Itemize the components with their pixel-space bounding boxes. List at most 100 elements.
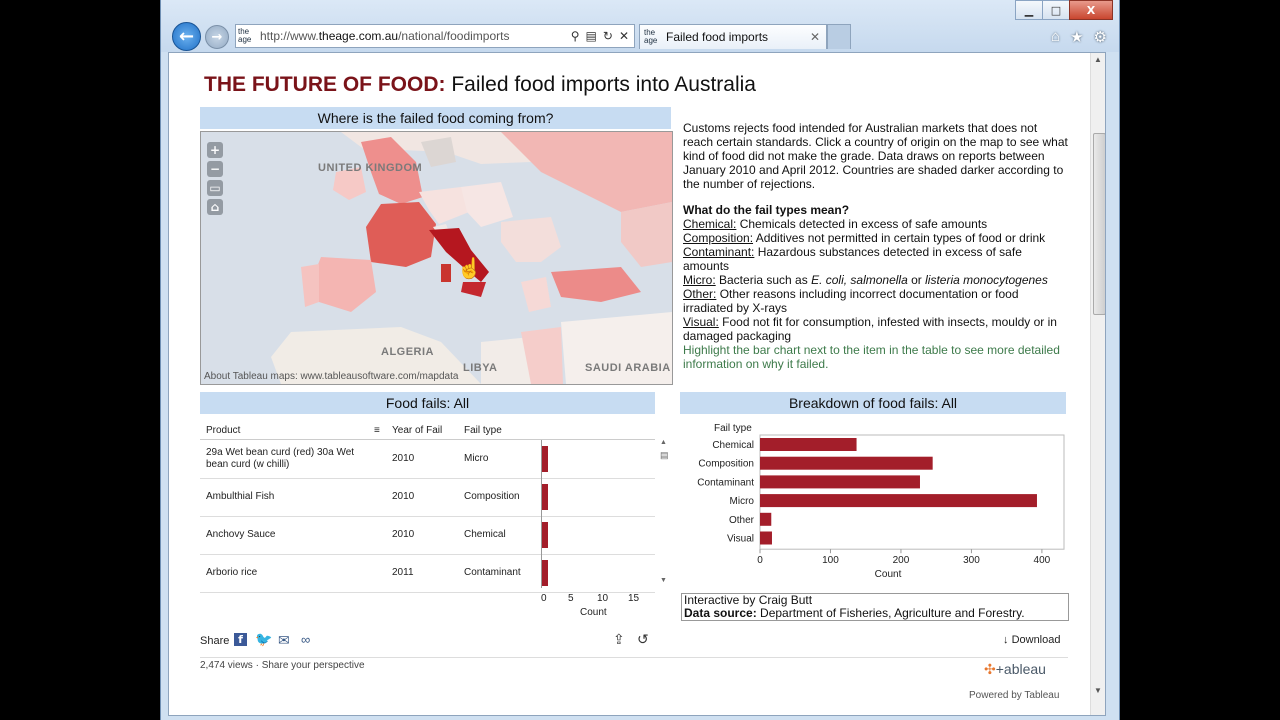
zoom-in-icon[interactable]: + <box>207 142 223 158</box>
scroll-down-icon[interactable]: ▼ <box>1094 686 1102 695</box>
count-tick: 0 <box>541 593 547 604</box>
table-rows: 29a Wet bean curd (red) 30a Wet bean cur… <box>200 439 655 593</box>
revert-icon[interactable]: ↺ <box>637 631 649 647</box>
breakdown-chart-svg: Fail type Chemical Composition Contaminant M… <box>697 423 1065 580</box>
map-label-saudi-arabia: SAUDI ARABIA <box>585 362 671 374</box>
share-label: Share <box>200 635 230 647</box>
col-fail-type[interactable]: Fail type <box>464 425 502 436</box>
intro-text: Customs rejects food intended for Austra… <box>683 121 1068 191</box>
new-tab-button[interactable] <box>827 24 851 49</box>
reset-map-home-icon[interactable]: ⌂ <box>207 199 223 215</box>
map-attribution-link[interactable]: About Tableau maps: www.tableausoftware.… <box>204 371 459 382</box>
count-bar[interactable] <box>542 522 548 548</box>
category-label: Contaminant <box>697 477 754 488</box>
table-row[interactable]: 29a Wet bean curd (red) 30a Wet bean cur… <box>200 440 655 479</box>
page-scrollbar[interactable]: ▲ ▼ <box>1090 53 1105 715</box>
address-url[interactable]: http://www.theage.com.au/national/foodim… <box>260 29 510 43</box>
category-label: Chemical <box>712 440 754 451</box>
site-favicon: the age <box>238 27 252 44</box>
count-tick: 15 <box>628 593 640 604</box>
refresh-icon[interactable]: ↻ <box>602 29 613 43</box>
tab-close-icon[interactable]: ✕ <box>809 30 820 44</box>
sort-icon[interactable]: ≡ <box>374 425 380 436</box>
count-tick: 5 <box>568 593 574 604</box>
table-row[interactable]: Anchovy Sauce 2010 Chemical <box>200 516 655 555</box>
search-icon[interactable]: ⚲ <box>570 29 580 43</box>
scrollbar-thumb[interactable] <box>1093 133 1105 315</box>
plot-frame <box>759 434 1065 550</box>
tab-title: Failed food imports <box>666 30 769 44</box>
count-axis: 0 5 10 15 Count <box>541 593 661 623</box>
x-tick-label: 200 <box>893 555 910 566</box>
count-bar[interactable] <box>542 484 548 510</box>
favorites-star-icon[interactable]: ★ <box>1070 29 1084 46</box>
description-panel: Customs rejects food intended for Austra… <box>683 121 1068 371</box>
table-row[interactable]: Arborio rice 2011 Contaminant <box>200 554 655 593</box>
forward-button[interactable]: → <box>205 25 229 49</box>
address-bar[interactable]: the age http://www.theage.com.au/nationa… <box>235 24 635 48</box>
share-perspective-link[interactable]: Share your perspective <box>261 660 365 671</box>
home-icon[interactable]: ⌂ <box>1051 28 1061 45</box>
twitter-icon[interactable]: 🐦 <box>255 631 273 647</box>
facebook-icon[interactable]: f <box>234 633 247 646</box>
minimize-button[interactable]: ▁ <box>1015 0 1043 20</box>
table-scrollbar[interactable]: ▲ ▤ ▼ <box>660 439 670 587</box>
scroll-up-icon[interactable]: ▲ <box>1094 55 1102 64</box>
back-arrow-icon: ← <box>178 26 195 47</box>
settings-gear-icon[interactable]: ⚙ <box>1093 29 1107 46</box>
bar-composition[interactable] <box>760 456 933 470</box>
share-toolbar: Share f 🐦 ✉ ∞ ⇪ ↺ ↓ Download <box>200 631 1068 655</box>
link-icon[interactable]: ∞ <box>301 632 311 647</box>
close-window-button[interactable]: X <box>1069 0 1113 20</box>
credit-source: Data source: Department of Fisheries, Ag… <box>684 606 1025 620</box>
stop-icon[interactable]: ✕ <box>618 29 629 43</box>
zoom-area-icon[interactable]: ▭ <box>207 180 223 196</box>
map-label-algeria: ALGERIA <box>381 346 434 358</box>
bar-micro[interactable] <box>760 494 1037 508</box>
count-bar[interactable] <box>542 446 548 472</box>
bar-visual[interactable] <box>760 531 772 545</box>
maximize-button[interactable]: □ <box>1042 0 1070 20</box>
col-product[interactable]: Product <box>206 425 241 436</box>
col-year[interactable]: Year of Fail <box>392 425 443 436</box>
category-label: Visual <box>727 534 754 545</box>
x-axis-title: Count <box>875 569 902 580</box>
back-button[interactable]: ← <box>172 22 201 51</box>
zoom-out-icon[interactable]: − <box>207 161 223 177</box>
compatibility-view-icon[interactable]: ▤ <box>585 29 597 43</box>
download-arrow-icon: ↓ <box>1003 634 1012 646</box>
powered-by-tableau[interactable]: Powered by Tableau <box>969 690 1060 701</box>
fail-type-other: Other: Other reasons including incorrect… <box>683 287 1019 315</box>
fail-type-chemical: Chemical: Chemicals detected in excess o… <box>683 217 988 231</box>
email-icon[interactable]: ✉ <box>278 632 290 648</box>
origin-map[interactable]: + − ▭ ⌂ UNITED KINGDOM ALGERIA LIBYA SAU… <box>200 131 673 385</box>
page-title: THE FUTURE OF FOOD: Failed food imports … <box>204 73 756 96</box>
map-shapes <box>201 132 672 384</box>
tableau-logo[interactable]: ✣+ableau <box>984 661 1046 677</box>
bar-other[interactable] <box>760 512 772 526</box>
browser-chrome: ▁ □ X ← → the age http://www.theage.com.… <box>161 0 1119 52</box>
map-header: Where is the failed food coming from? <box>200 107 671 129</box>
tab-failed-food-imports[interactable]: the age Failed food imports ✕ <box>639 24 827 49</box>
map-label-libya: LIBYA <box>463 362 498 374</box>
credit-author: Interactive by Craig Butt <box>684 593 813 607</box>
table-header: Food fails: All <box>200 392 655 414</box>
x-tick-label: 100 <box>822 555 839 566</box>
table-scroll-down-icon[interactable]: ▼ <box>660 577 667 584</box>
bar-contaminant[interactable] <box>760 475 920 489</box>
count-bar[interactable] <box>542 560 548 586</box>
browser-tools: ⌂ ★ ⚙ <box>1051 28 1107 46</box>
table-scroll-up-icon[interactable]: ▲ <box>660 439 667 446</box>
forward-arrow-icon: → <box>211 29 223 45</box>
fail-types-heading: What do the fail types mean? <box>683 203 850 217</box>
download-link[interactable]: ↓ Download <box>1003 634 1061 646</box>
category-label: Composition <box>698 459 754 470</box>
table-row[interactable]: Ambulthial Fish 2010 Composition <box>200 478 655 517</box>
tableau-cross-icon: ✣ <box>984 661 996 677</box>
fail-type-micro: Micro: Bacteria such as E. coli, salmone… <box>683 273 1048 287</box>
bar-chemical[interactable] <box>760 438 857 451</box>
table-scroll-grip-icon[interactable]: ▤ <box>660 450 669 460</box>
category-label: Micro <box>730 496 755 507</box>
share-export-icon[interactable]: ⇪ <box>613 631 625 647</box>
window-controls: ▁ □ X <box>1015 0 1113 20</box>
